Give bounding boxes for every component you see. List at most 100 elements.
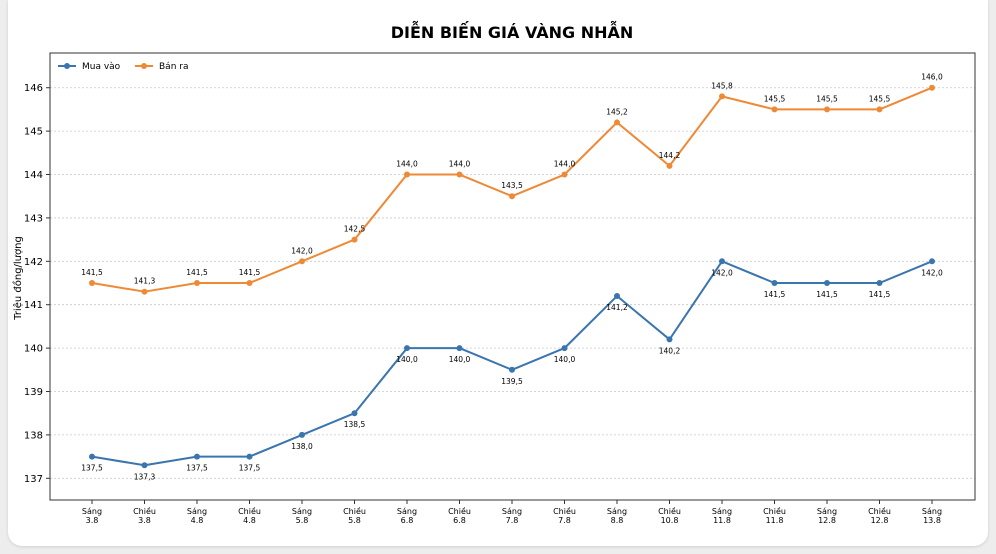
data-point	[89, 280, 95, 287]
y-tick-label: 143	[24, 213, 43, 224]
x-tick-label-date: 8.8	[611, 516, 624, 525]
data-point	[614, 119, 620, 126]
series-group: 137,5 137,3 137,5 137,5 138,0 138,5 140,0 140,0…	[81, 73, 943, 482]
x-tick-label-date: 7.8	[506, 516, 519, 525]
x-tick-label-date: 4.8	[243, 516, 256, 525]
data-point	[246, 280, 253, 287]
x-tick-label-session: Chiều	[448, 506, 471, 516]
x-tick-label-date: 3.8	[138, 516, 151, 525]
data-label: 137,5	[186, 464, 208, 473]
data-label: 137,3	[134, 472, 156, 481]
x-tick-label-session: Sáng	[607, 507, 627, 516]
x-tick-label-session: Sáng	[922, 507, 942, 516]
data-point	[404, 171, 410, 178]
data-label: 142,0	[921, 268, 943, 277]
x-tick-label-date: 6.8	[401, 516, 414, 525]
x-axis-ticks: Sáng3.8Chiều3.8Sáng4.8Chiều4.8Sáng5.8Chi…	[82, 500, 942, 525]
legend-entry-label: Mua vào	[82, 62, 121, 72]
x-tick-label-session: Sáng	[292, 507, 312, 516]
data-point	[299, 431, 305, 438]
legend-marker	[141, 63, 147, 69]
data-label: 143,5	[501, 181, 523, 190]
data-point	[509, 366, 515, 373]
y-axis-label: Triệu đồng/lượng	[12, 236, 24, 321]
data-point	[141, 288, 148, 295]
data-label: 144,0	[554, 160, 576, 169]
y-tick-label: 140	[24, 344, 43, 355]
legend-entry-label: Bán ra	[159, 62, 188, 72]
data-label: 141,2	[606, 303, 628, 312]
x-tick-label-session: Chiều	[238, 506, 261, 516]
x-tick-label-session: Sáng	[817, 507, 837, 516]
data-label: 141,5	[764, 290, 786, 299]
data-label: 141,5	[816, 290, 838, 299]
y-tick-label: 141	[24, 300, 43, 311]
data-point	[771, 106, 778, 113]
data-label: 141,5	[186, 268, 208, 277]
data-label: 137,5	[239, 464, 261, 473]
data-point	[351, 410, 358, 417]
x-tick-label-date: 4.8	[191, 516, 204, 525]
data-point	[771, 280, 778, 287]
x-tick-label-session: Chiều	[343, 506, 366, 516]
data-label: 141,3	[134, 277, 156, 286]
x-tick-label-session: Chiều	[133, 506, 156, 516]
data-point	[194, 280, 200, 287]
data-point	[666, 162, 673, 169]
y-tick-label: 145	[24, 127, 43, 138]
data-point	[719, 93, 725, 100]
legend-marker	[64, 63, 70, 69]
data-label: 142,0	[291, 246, 313, 255]
data-point	[561, 345, 568, 352]
x-tick-label-date: 11.8	[766, 516, 784, 525]
data-label: 144,0	[396, 160, 418, 169]
data-point	[456, 345, 463, 352]
data-label: 145,8	[711, 81, 733, 90]
data-point	[89, 453, 95, 460]
data-label: 145,2	[606, 107, 628, 116]
x-tick-label-date: 6.8	[453, 516, 466, 525]
data-point	[194, 453, 200, 460]
data-label: 144,0	[449, 160, 471, 169]
data-label: 145,5	[764, 94, 786, 103]
data-label: 138,0	[291, 442, 313, 451]
data-point	[141, 462, 148, 469]
x-tick-label-session: Chiều	[553, 506, 576, 516]
x-tick-label-date: 10.8	[661, 516, 679, 525]
data-label: 140,0	[554, 355, 576, 364]
data-label: 140,0	[449, 355, 471, 364]
x-tick-label-date: 12.8	[818, 516, 836, 525]
y-tick-label: 146	[24, 83, 43, 94]
x-tick-label-session: Chiều	[868, 506, 891, 516]
x-tick-label-session: Sáng	[82, 507, 102, 516]
data-label: 141,5	[239, 268, 261, 277]
data-label: 140,0	[396, 355, 418, 364]
y-tick-label: 139	[24, 387, 43, 398]
data-point	[824, 106, 830, 113]
chart-title: DIỄN BIẾN GIÁ VÀNG NHẪN	[391, 21, 634, 42]
data-label: 145,5	[869, 94, 891, 103]
data-point	[561, 171, 568, 178]
x-tick-label-session: Sáng	[397, 507, 417, 516]
data-label: 145,5	[816, 94, 838, 103]
y-tick-label: 142	[24, 257, 43, 268]
x-tick-label-session: Sáng	[187, 507, 207, 516]
data-label: 142,5	[344, 225, 366, 234]
y-tick-label: 144	[24, 170, 43, 181]
data-point	[246, 453, 253, 460]
x-tick-label-date: 11.8	[713, 516, 731, 525]
data-point	[666, 336, 673, 343]
data-label: 142,0	[711, 268, 733, 277]
data-label: 146,0	[921, 73, 943, 82]
x-tick-label-session: Sáng	[502, 507, 522, 516]
y-axis-ticks: 137 138 139 140 141 142 143 144 145 146	[24, 83, 50, 485]
data-point	[351, 236, 358, 243]
data-label: 141,5	[81, 268, 103, 277]
data-label: 144,2	[659, 151, 681, 160]
x-tick-label-date: 12.8	[871, 516, 889, 525]
x-tick-label-date: 7.8	[558, 516, 571, 525]
data-label: 137,5	[81, 464, 103, 473]
y-tick-label: 138	[24, 430, 43, 441]
data-point	[876, 106, 883, 113]
